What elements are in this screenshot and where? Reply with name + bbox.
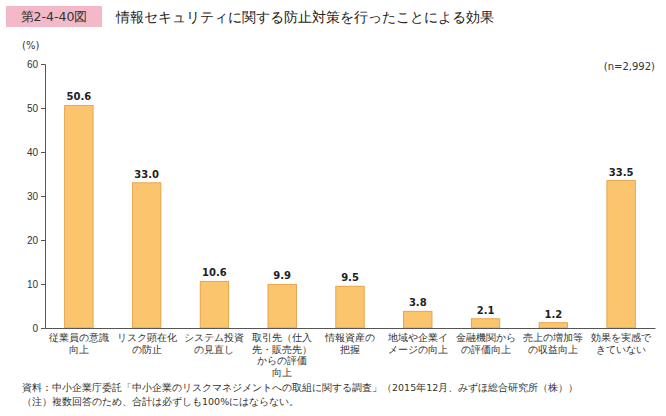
note: （注）複数回答のため、合計は必ずしも100%にはならない。 xyxy=(22,396,299,408)
x-tick-label: システム投資の見直し xyxy=(184,332,244,355)
x-tick-label: 効果を実感できていない xyxy=(591,332,652,355)
data-label: 10.6 xyxy=(202,267,227,278)
data-label: 1.2 xyxy=(544,309,562,320)
x-tick: 売上の増加等の収益向上 xyxy=(523,328,583,355)
x-tick-label: リスク顕在化の防止 xyxy=(117,332,177,355)
y-tick-mark xyxy=(41,108,45,109)
y-tick-mark xyxy=(41,152,45,153)
chart: 第2-4-40図 情報セキュリティに関する防止対策を行ったことによる効果 (%) 50… xyxy=(0,0,666,416)
y-tick: 50 xyxy=(27,103,45,114)
x-tick-label-line: の評価向上 xyxy=(461,344,511,355)
y-axis: 0 10 20 30 40 50 60 xyxy=(27,59,46,334)
y-axis-line xyxy=(41,65,46,329)
bar xyxy=(404,311,432,328)
y-tick-mark xyxy=(41,284,45,285)
y-tick-label: 60 xyxy=(27,59,39,70)
data-label: 50.6 xyxy=(67,91,92,102)
x-tick-label-line: システム投資 xyxy=(184,332,244,343)
x-tick-label-line: 売上の増加等 xyxy=(523,332,583,343)
y-tick-label: 10 xyxy=(27,279,39,290)
x-tick-label-line: の収益向上 xyxy=(528,344,578,355)
x-tick-label: 金融機関からの評価向上 xyxy=(456,332,516,355)
bar xyxy=(200,281,228,328)
data-label: 33.5 xyxy=(609,167,634,178)
x-tick-label-line: 取引先（仕入 xyxy=(252,332,312,343)
y-tick-mark xyxy=(41,328,45,329)
y-tick-label: 50 xyxy=(27,103,39,114)
bar xyxy=(607,181,635,328)
x-tick-label: 売上の増加等の収益向上 xyxy=(523,332,583,355)
data-label: 9.5 xyxy=(341,272,359,283)
sample-size: (n=2,992) xyxy=(604,61,655,72)
x-tick-label-line: 地域や企業イ xyxy=(387,332,448,343)
x-tick: 地域や企業イメージの向上 xyxy=(387,328,448,355)
x-tick-label-line: 向上 xyxy=(272,367,292,378)
x-tick: 従業員の意識向上 xyxy=(49,328,109,355)
bar xyxy=(268,284,296,328)
y-tick-mark xyxy=(41,240,45,241)
y-tick: 40 xyxy=(27,147,45,158)
x-tick: リスク顕在化の防止 xyxy=(117,328,177,355)
y-tick: 60 xyxy=(27,59,45,70)
x-tick: システム投資の見直し xyxy=(184,328,244,355)
y-tick-label: 0 xyxy=(32,323,38,334)
y-tick: 20 xyxy=(27,235,45,246)
figure-label-box xyxy=(6,6,102,27)
bar xyxy=(65,105,93,328)
y-tick-label: 40 xyxy=(27,147,39,158)
bar xyxy=(539,323,567,328)
x-tick-label: 従業員の意識向上 xyxy=(49,332,109,355)
y-tick-mark xyxy=(41,196,45,197)
source: 資料：中小企業庁委託「中小企業のリスクマネジメントへの取組に関する調査」（201… xyxy=(22,382,578,394)
y-tick-label: 20 xyxy=(27,235,39,246)
title: 情報セキュリティに関する防止対策を行ったことによる効果 xyxy=(115,9,494,25)
x-tick-label-line: 情報資産の xyxy=(324,332,375,343)
y-tick: 30 xyxy=(27,191,45,202)
bars xyxy=(65,105,636,328)
x-tick-label-line: 従業員の意識 xyxy=(49,332,109,343)
x-tick-label-line: 効果を実感で xyxy=(591,332,652,343)
x-tick-label-line: の見直し xyxy=(194,344,234,355)
x-tick: 金融機関からの評価向上 xyxy=(456,328,516,355)
x-tick-label-line: からの評価 xyxy=(257,355,307,366)
y-tick-label: 30 xyxy=(27,191,39,202)
data-label: 3.8 xyxy=(409,297,427,308)
x-tick-label: 地域や企業イメージの向上 xyxy=(387,332,448,355)
x-tick: 効果を実感できていない xyxy=(591,328,652,355)
x-tick-label-line: 先・販売先） xyxy=(252,344,312,355)
x-tick-label-line: 把握 xyxy=(340,344,360,355)
data-label: 9.9 xyxy=(273,270,291,281)
bar xyxy=(132,183,160,328)
x-axis-line xyxy=(46,328,656,329)
x-tick-label: 取引先（仕入先・販売先）からの評価向上 xyxy=(252,332,312,378)
x-tick-label: 情報資産の把握 xyxy=(324,332,375,355)
x-axis: 従業員の意識向上リスク顕在化の防止システム投資の見直し取引先（仕入先・販売先）か… xyxy=(46,328,656,378)
bar xyxy=(471,319,499,328)
x-tick-label-line: きていない xyxy=(596,344,646,355)
x-tick: 情報資産の把握 xyxy=(324,328,375,355)
data-labels: 50.6 33.0 10.6 9.9 9.5 3.8 2.1 1.2 33.5 xyxy=(67,91,634,319)
y-tick: 0 xyxy=(32,323,45,334)
y-tick: 10 xyxy=(27,279,45,290)
data-label: 2.1 xyxy=(477,305,495,316)
x-tick-label-line: の防止 xyxy=(132,344,162,355)
x-tick-label-line: 金融機関から xyxy=(456,332,516,343)
data-label: 33.0 xyxy=(134,169,159,180)
y-tick-mark xyxy=(41,64,45,65)
y-axis-label: (%) xyxy=(22,40,39,51)
figure-label: 第2-4-40図 xyxy=(21,9,88,24)
x-tick-label-line: リスク顕在化 xyxy=(117,332,177,343)
bar xyxy=(336,286,364,328)
x-tick: 取引先（仕入先・販売先）からの評価向上 xyxy=(252,328,312,378)
plot: 50.6 33.0 10.6 9.9 9.5 3.8 2.1 1.2 33.5 0 10 20 30 40… xyxy=(27,59,656,378)
x-tick-label-line: メージの向上 xyxy=(388,344,448,355)
x-tick-label-line: 向上 xyxy=(69,344,89,355)
